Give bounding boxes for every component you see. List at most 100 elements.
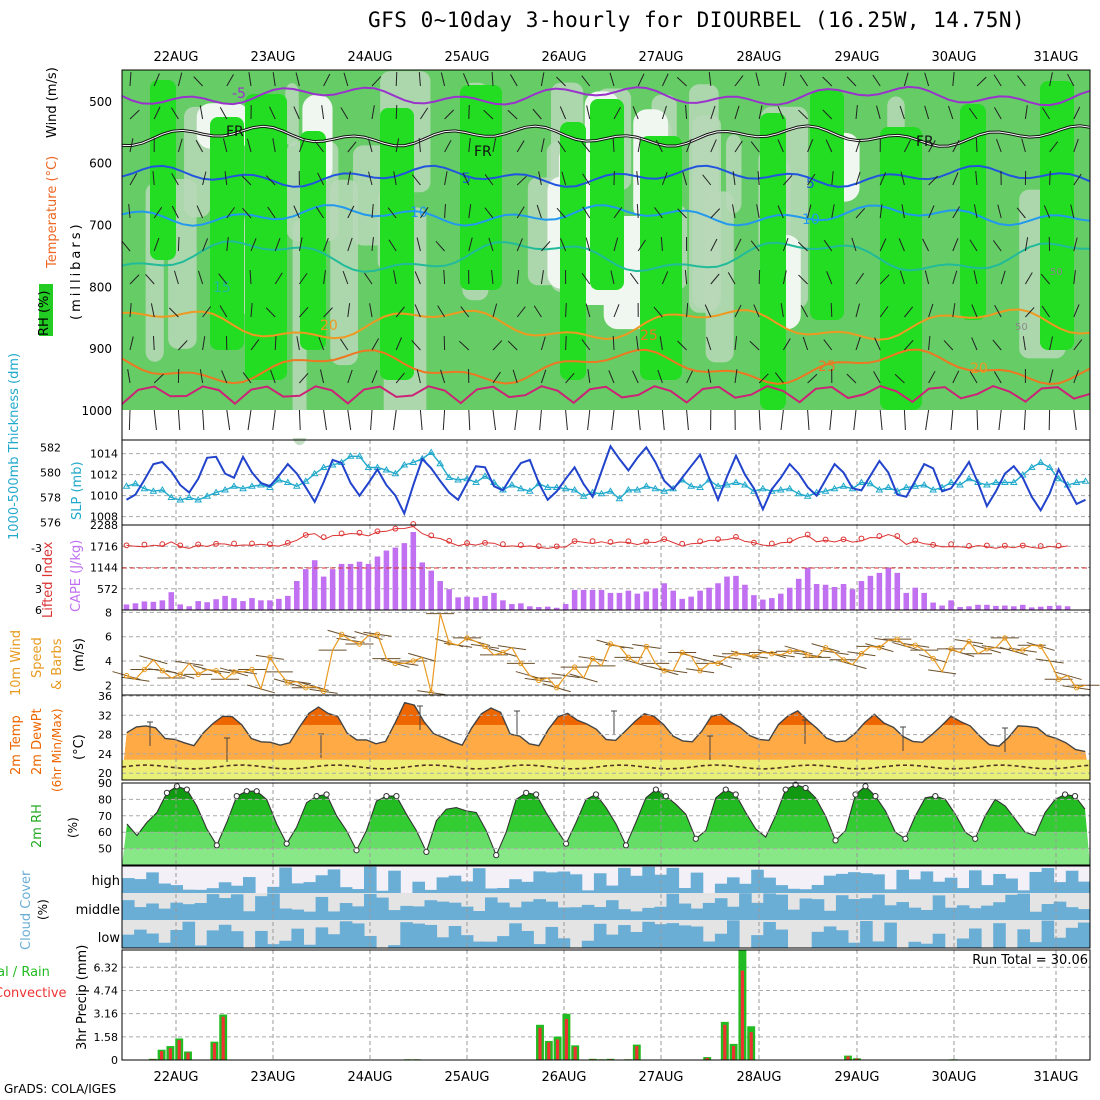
- wind-barb: [293, 106, 300, 120]
- wind-barb: [299, 306, 309, 318]
- wind-barb: [798, 109, 808, 120]
- wind-barb: [484, 174, 494, 186]
- cloud-cover-bar: [860, 898, 873, 920]
- rh-tick-label: 50: [98, 843, 112, 856]
- wind-tick-label: 4: [105, 655, 112, 668]
- thickness-point: [1045, 463, 1054, 470]
- panel-gap: [122, 410, 1090, 438]
- wind-barb: [202, 306, 212, 318]
- lifted-index-point: [858, 535, 865, 542]
- thickness-point: [785, 484, 794, 492]
- wind-barb: [218, 273, 228, 285]
- thickness-point: [400, 461, 409, 468]
- wind-barb: [516, 306, 526, 318]
- cape-bar: [123, 604, 130, 610]
- wind-barb: [395, 337, 402, 351]
- temp-minmax-bar: [900, 726, 906, 751]
- cloud-cover-bar: [1065, 907, 1079, 920]
- cloud-cover-bar: [969, 908, 982, 920]
- panel-frame: [121, 694, 1091, 781]
- cloud-cover-bar: [896, 869, 909, 893]
- temp-minmax-bar: [147, 721, 153, 746]
- isotherm-line: [121, 85, 1091, 107]
- cloud-cover-bar: [170, 902, 183, 920]
- thickness-point: [319, 463, 328, 470]
- cloud-cover-bar: [823, 926, 837, 948]
- wind-speed-point: [392, 660, 399, 667]
- lifted-index-point: [715, 536, 721, 543]
- wind-barb: [898, 238, 905, 252]
- thickness-point: [947, 478, 955, 485]
- cloud-cover-bar: [206, 930, 220, 948]
- cloud-cover-bar: [122, 878, 135, 893]
- wind-axis-label: 10m Wind: [9, 630, 24, 696]
- thickness-point: [821, 487, 830, 494]
- cape-bar: [410, 531, 417, 610]
- cloud-cover-bar: [642, 907, 655, 920]
- wind-speed-point: [948, 646, 954, 652]
- cloud-cover-bar: [134, 879, 147, 893]
- wind-barb: [1049, 170, 1051, 186]
- wind-barb: [242, 372, 252, 384]
- wind-barb: [581, 272, 591, 285]
- precip-convective-bar: [556, 1039, 560, 1060]
- lifted-index-point: [876, 533, 883, 539]
- lifted-index-point: [195, 541, 202, 548]
- cape-bar: [302, 569, 309, 610]
- wind-barb: [1049, 369, 1054, 384]
- wind-barb: [992, 240, 1002, 252]
- precip-tick-label: 0: [111, 1054, 118, 1067]
- wind-barb: [347, 369, 353, 384]
- wind-barb: [734, 238, 742, 252]
- cloud-cover-bar: [339, 903, 353, 920]
- wind-barb: [613, 106, 621, 120]
- thickness-point: [149, 487, 158, 494]
- cape-bar: [706, 587, 712, 610]
- wind-barb: [242, 207, 252, 219]
- wind-barb: [855, 336, 861, 351]
- wind-barb: [684, 270, 688, 285]
- wind-barb: [437, 305, 446, 318]
- wind-barb: [823, 239, 833, 252]
- wind-barb: [853, 409, 857, 431]
- wind-speed-point: [894, 636, 900, 642]
- cloud-cover-bar: [654, 906, 667, 920]
- wind-barb: [395, 71, 398, 87]
- cape-bar: [293, 581, 300, 610]
- wind-barb: [971, 304, 978, 318]
- cloud-cover-bar: [799, 898, 813, 920]
- cape-bar: [383, 550, 390, 610]
- cape-axis-label: CAPE (J/kg): [69, 540, 84, 612]
- cloud-cover-bar: [315, 875, 329, 893]
- cloud-cover-bar: [908, 907, 922, 920]
- precip-convective-bar: [723, 1024, 727, 1060]
- cape-bar: [311, 560, 318, 610]
- wind-barb: [846, 76, 857, 87]
- cloud-row-label: high: [92, 874, 120, 889]
- wind-speed-point: [858, 651, 865, 657]
- wind-barb: [444, 204, 446, 219]
- wind-barb: [510, 74, 518, 87]
- wind-barb: [193, 76, 203, 87]
- cloud-cover-bar: [593, 923, 607, 948]
- wind-barb: [968, 107, 978, 120]
- cape-bar: [661, 583, 668, 610]
- lifted-index-point: [1055, 542, 1062, 549]
- wind-barb: [587, 409, 591, 431]
- wind-barb: [153, 106, 161, 120]
- wind-barb: [224, 171, 228, 186]
- thickness-point: [606, 487, 615, 494]
- temp-tick-label: 36: [98, 690, 112, 703]
- thickness-point: [902, 483, 911, 490]
- wind-speed-line: [126, 613, 1086, 693]
- lifted-index-point: [266, 541, 273, 548]
- cloud-cover-bar: [134, 907, 147, 920]
- wind-barb: [653, 306, 663, 318]
- cloud-cover-bar: [581, 940, 595, 948]
- wind-barb: [371, 237, 374, 252]
- rh-point: [243, 788, 250, 795]
- wind-barb: [1040, 273, 1050, 285]
- wind-barb: [734, 304, 742, 318]
- wind-barb: [879, 204, 883, 219]
- wind-speed-point: [769, 651, 775, 657]
